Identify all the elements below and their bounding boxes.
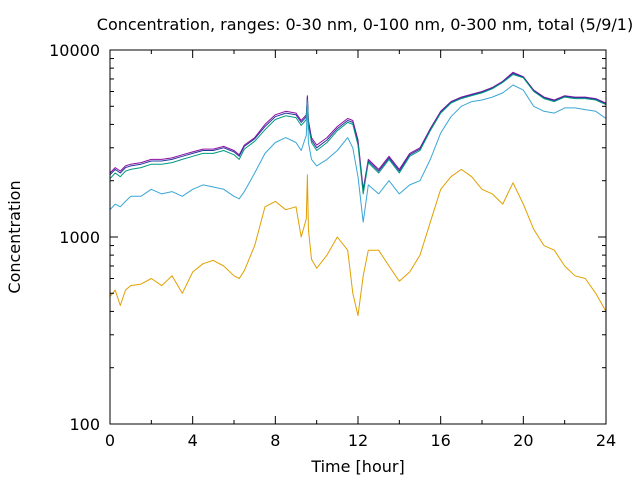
series-line-3 [109,74,607,195]
x-tick-label: 8 [270,431,280,450]
y-tick-label: 1000 [59,228,100,247]
y-axis-label: Concentration [5,180,24,293]
axis-layer: 0 4 8 12 16 20 24 100 1000 10000 [49,41,616,450]
chart-title: Concentration, ranges: 0-30 nm, 0-100 nm… [97,15,633,34]
series-line-2 [109,72,607,193]
x-tick-label: 24 [596,431,616,450]
y-tick-label: 10000 [49,41,100,60]
x-tick-label: 20 [513,431,533,450]
x-tick-label: 4 [188,431,198,450]
x-tick-label: 12 [348,431,368,450]
series-line-4 [109,84,607,223]
plot-frame [109,49,607,425]
x-tick-label: 16 [430,431,450,450]
x-axis-label: Time [hour] [310,457,404,476]
series-line-5 [109,168,607,317]
y-tick-label: 100 [69,415,100,434]
series-layer [109,71,607,317]
series-line-1 [109,71,607,190]
x-tick-label: 0 [105,431,115,450]
